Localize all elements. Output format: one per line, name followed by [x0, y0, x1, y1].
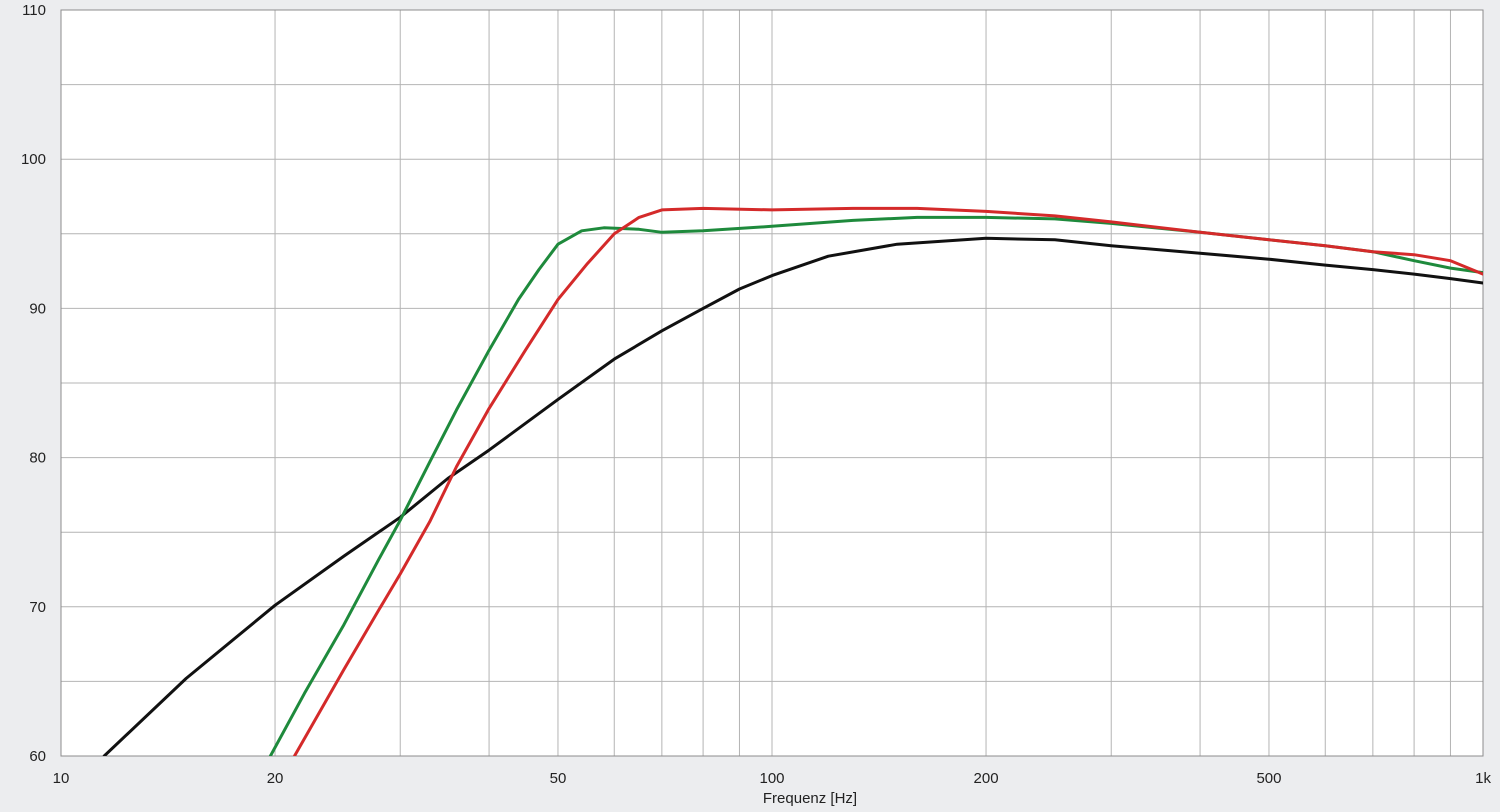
x-tick-label: 1k — [1475, 770, 1491, 787]
series-layer — [102, 206, 1483, 756]
x-tick-label: 10 — [53, 770, 70, 787]
x-tick-label: 200 — [974, 770, 999, 787]
x-tick-label: 500 — [1256, 770, 1281, 787]
y-tick-label: 100 — [21, 151, 46, 168]
plot-frame — [60, 9, 1484, 757]
series-line-3 — [293, 206, 1483, 756]
y-tick-label: 90 — [29, 300, 46, 317]
x-axis-label: Frequenz [Hz] — [763, 790, 857, 807]
x-tick-label: 20 — [267, 770, 284, 787]
y-tick-label: 70 — [29, 599, 46, 616]
x-tick-label: 100 — [759, 770, 784, 787]
y-tick-label: 60 — [29, 748, 46, 765]
y-tick-label: 80 — [29, 450, 46, 467]
x-tick-label: 50 — [550, 770, 567, 787]
y-tick-label: 110 — [22, 2, 46, 19]
tick-label-layer: 10 20 50 100 200 500 1k 60 70 80 90 100 110 — [21, 2, 1492, 787]
